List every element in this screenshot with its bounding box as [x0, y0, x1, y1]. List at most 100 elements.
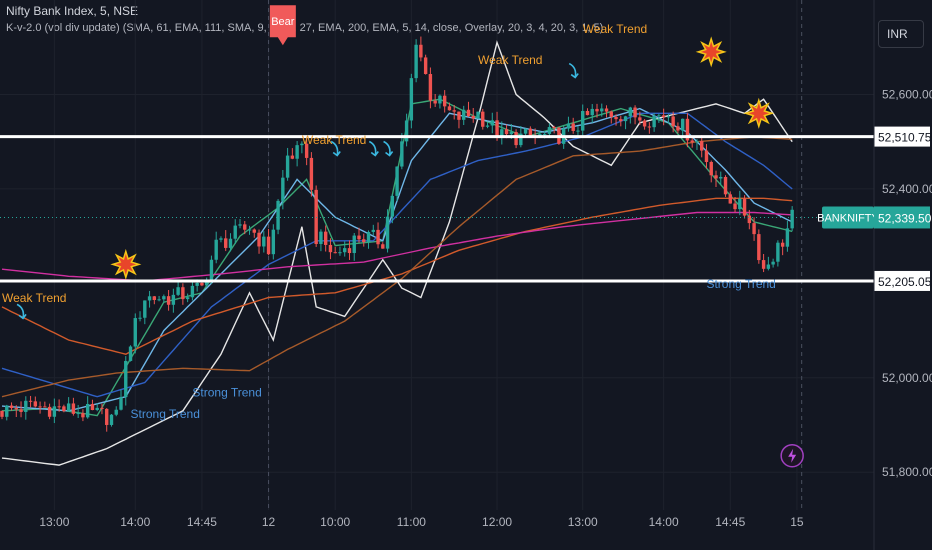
candle-body [47, 406, 52, 417]
candle-body [771, 261, 775, 265]
candle-body [776, 242, 780, 262]
candle-body [262, 236, 266, 247]
bear-signal-label: Bear [271, 16, 295, 28]
candle-body [33, 401, 38, 407]
candle-body [609, 111, 613, 117]
candle-body [190, 285, 195, 298]
candle-body [590, 108, 594, 116]
candle-body [652, 115, 656, 128]
candle-body [666, 116, 671, 118]
candle-body [252, 229, 256, 233]
candle-body [71, 403, 76, 414]
candle-body [304, 143, 309, 158]
candle-body [766, 264, 771, 269]
candle-body [452, 110, 456, 112]
candle-body [509, 132, 514, 135]
candle-body [447, 106, 452, 111]
candle-body [709, 161, 713, 176]
candle-body [433, 100, 437, 104]
candle-body [219, 238, 223, 240]
candle-body [566, 123, 571, 129]
candle-body [114, 409, 118, 415]
candle-body [738, 198, 742, 210]
candle-body [338, 252, 342, 254]
indicator-legend[interactable]: K-v-2.0 (vol div update) (SMA, 61, EMA, … [6, 22, 604, 34]
trend-label: Strong Trend [192, 386, 261, 400]
candle-body [619, 119, 623, 122]
candle-body [133, 318, 137, 347]
currency-button[interactable]: INR [878, 20, 924, 48]
chart-symbol-title: Nifty Bank Index, 5, NSE [6, 4, 139, 18]
price-level-label: 52,205.05 [878, 275, 932, 289]
x-tick-label: 14:45 [187, 515, 217, 529]
candle-body [81, 413, 85, 418]
bear-signal-flag[interactable] [269, 5, 296, 46]
candle-body [38, 406, 42, 408]
candle-body [500, 129, 504, 139]
trend-label: Strong Trend [131, 407, 200, 421]
candle-body [295, 145, 299, 159]
candle-body [628, 107, 633, 117]
candle-body [695, 141, 699, 143]
candle-body [423, 57, 428, 75]
candle-body [66, 403, 71, 412]
curved-arrow-icon [368, 140, 379, 157]
candle-body [376, 229, 380, 245]
candle-body [200, 282, 204, 286]
x-tick-label: 14:00 [649, 515, 679, 529]
candle-body [752, 223, 756, 235]
candle-body [43, 406, 47, 408]
candle-body [204, 281, 209, 286]
candle-body [395, 166, 399, 196]
candle-body [571, 123, 575, 131]
price-level-label-box [874, 126, 930, 147]
trend-label: Weak Trend [2, 291, 66, 305]
candle-body [157, 299, 161, 301]
lightning-glyph [788, 448, 797, 463]
candle-body [747, 215, 752, 224]
candle-body [576, 130, 580, 132]
candle-body [171, 294, 176, 305]
candle-body [319, 231, 323, 245]
candle-body [300, 143, 304, 146]
candle-body [442, 95, 447, 107]
curved-arrow-icon [16, 303, 27, 320]
candle-body [57, 406, 61, 408]
candle-body [671, 116, 675, 127]
candle-body [757, 234, 761, 261]
candle-body [780, 242, 785, 247]
x-tick-label: 13:00 [39, 515, 69, 529]
candle-body [547, 127, 552, 134]
candle-body [504, 129, 509, 135]
candle-body [685, 118, 690, 141]
x-tick-label: 14:45 [715, 515, 745, 529]
candle-body [228, 238, 233, 248]
indicator-line [1, 197, 793, 355]
candle-body [381, 244, 385, 249]
candle-body [105, 408, 109, 425]
candle-body [700, 141, 704, 151]
candle-body [714, 175, 718, 179]
candle-body [309, 157, 314, 190]
candle-body [124, 360, 128, 398]
candle-body [238, 224, 242, 226]
candle-body [176, 287, 180, 295]
candle-body [166, 296, 171, 305]
candle-body [719, 176, 723, 179]
candle-body [352, 235, 356, 254]
x-tick-label: 10:00 [320, 515, 350, 529]
candle-body [285, 155, 290, 178]
price-level-label: 52,510.75 [878, 131, 932, 145]
candle-body [457, 111, 461, 120]
candle-body [642, 120, 647, 127]
candle-body [585, 111, 590, 116]
candle-body [419, 44, 423, 58]
candle-body [542, 133, 547, 135]
candle-body [233, 225, 237, 239]
explosion-icon [743, 97, 775, 129]
candle-body [28, 400, 33, 402]
candle-body [761, 260, 766, 269]
candle-body [733, 203, 737, 210]
symbol-tag [822, 206, 874, 229]
